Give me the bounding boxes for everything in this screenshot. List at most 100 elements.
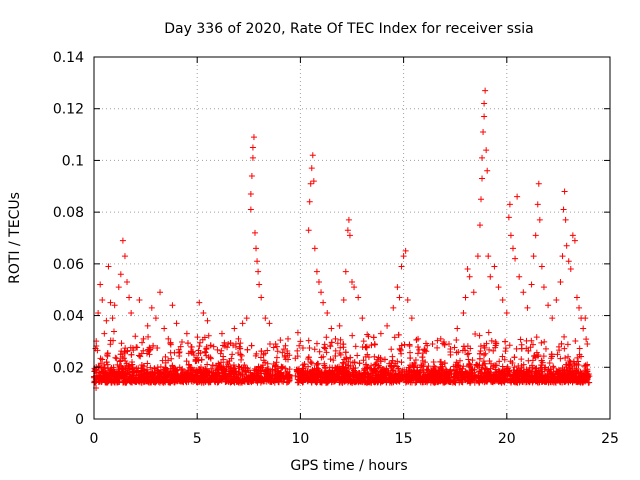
data-point	[485, 253, 492, 260]
data-point	[346, 232, 353, 239]
data-point	[351, 284, 358, 291]
data-point	[151, 365, 158, 372]
data-point	[218, 375, 225, 382]
data-point	[167, 339, 174, 346]
data-point	[404, 372, 411, 379]
data-point	[460, 363, 467, 370]
data-point	[306, 345, 313, 352]
data-point	[536, 379, 543, 386]
data-point	[538, 339, 545, 346]
data-point	[232, 340, 239, 347]
data-point	[143, 350, 150, 357]
data-point	[554, 368, 561, 375]
data-point	[478, 364, 485, 371]
data-point	[228, 378, 235, 385]
data-point	[190, 366, 197, 373]
data-point	[284, 368, 291, 375]
data-point	[379, 369, 386, 376]
data-point	[390, 304, 397, 311]
data-point	[538, 263, 545, 270]
data-point	[538, 371, 545, 378]
data-point	[477, 348, 484, 355]
data-point	[197, 349, 204, 356]
data-point	[481, 360, 488, 367]
data-point	[580, 325, 587, 332]
data-point	[91, 379, 98, 386]
data-point	[404, 297, 411, 304]
data-point	[195, 357, 202, 364]
data-point	[269, 366, 276, 373]
data-point	[280, 346, 287, 353]
data-point	[406, 341, 413, 348]
data-point	[118, 340, 125, 347]
data-point	[274, 348, 281, 355]
data-point	[121, 349, 128, 356]
data-point	[321, 377, 328, 384]
data-point	[424, 371, 431, 378]
data-point	[499, 363, 506, 370]
data-point	[398, 263, 405, 270]
data-point	[103, 317, 110, 324]
data-point	[135, 374, 142, 381]
data-point	[462, 347, 469, 354]
data-point	[576, 345, 583, 352]
data-point	[173, 320, 180, 327]
data-point	[407, 349, 414, 356]
data-point	[565, 379, 572, 386]
data-point	[237, 351, 244, 358]
data-point	[272, 363, 279, 370]
data-point	[506, 201, 513, 208]
data-point	[417, 378, 424, 385]
data-point	[375, 362, 382, 369]
data-point	[557, 278, 564, 285]
data-point	[281, 354, 288, 361]
data-point	[469, 357, 476, 364]
data-point	[114, 361, 121, 368]
data-point	[229, 377, 236, 384]
data-point	[133, 344, 140, 351]
data-point	[490, 363, 497, 370]
x-tick-label: 15	[395, 431, 413, 447]
data-point	[178, 338, 185, 345]
data-point	[337, 336, 344, 343]
data-point	[221, 339, 228, 346]
data-point	[422, 340, 429, 347]
data-point	[469, 367, 476, 374]
data-point	[560, 206, 567, 213]
data-point	[474, 362, 481, 369]
data-point	[479, 154, 486, 161]
data-point	[259, 375, 266, 382]
data-point	[103, 359, 110, 366]
data-point	[360, 338, 367, 345]
data-point	[115, 284, 122, 291]
data-point	[202, 349, 209, 356]
data-point	[491, 263, 498, 270]
data-point	[107, 299, 114, 306]
data-point	[238, 352, 245, 359]
data-point	[402, 247, 409, 254]
data-point	[354, 352, 361, 359]
data-point	[380, 370, 387, 377]
data-point	[248, 172, 255, 179]
data-point	[388, 377, 395, 384]
data-point	[398, 342, 405, 349]
data-point	[243, 315, 250, 322]
data-point	[578, 370, 585, 377]
data-point	[488, 337, 495, 344]
data-point	[561, 367, 568, 374]
data-point	[367, 370, 374, 377]
data-point	[562, 355, 569, 362]
data-point	[526, 368, 533, 375]
data-point	[136, 375, 143, 382]
data-point	[229, 351, 236, 358]
data-point	[148, 304, 155, 311]
data-point	[482, 87, 489, 94]
data-point	[116, 358, 123, 365]
data-point	[208, 365, 215, 372]
data-point	[371, 353, 378, 360]
data-point	[481, 113, 488, 120]
data-point	[104, 350, 111, 357]
data-point	[249, 144, 256, 151]
data-point	[201, 371, 208, 378]
